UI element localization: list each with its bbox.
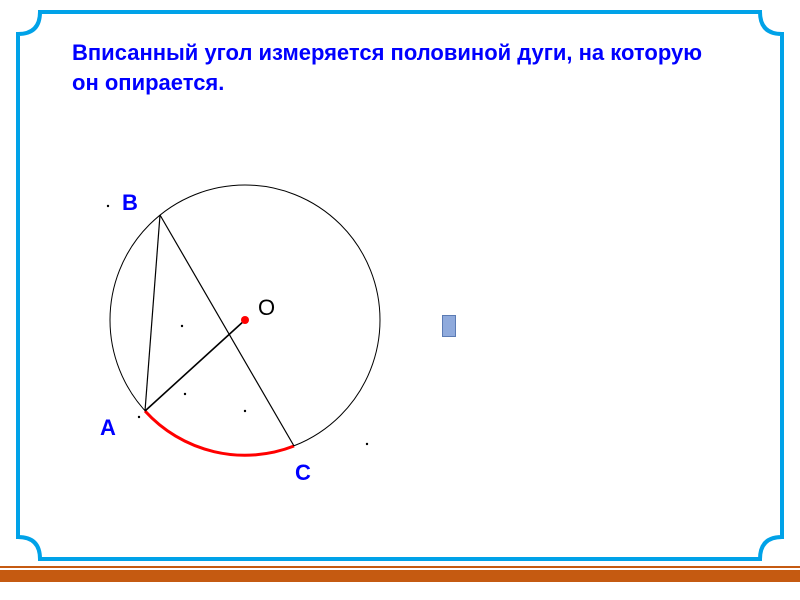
label-c: C (295, 460, 311, 486)
label-b: B (122, 190, 138, 216)
label-a: A (100, 415, 116, 441)
marker-box (442, 315, 456, 337)
theorem-statement: Вписанный угол измеряется половиной дуги… (72, 38, 712, 97)
label-o: O (258, 295, 275, 321)
inscribed-angle-diagram (40, 145, 440, 525)
arc-ac (145, 411, 294, 455)
radius-oa (145, 320, 245, 411)
bottom-bar (0, 564, 800, 586)
center-dot (241, 316, 249, 324)
chord-ba (145, 215, 160, 411)
chord-bc (160, 215, 294, 446)
